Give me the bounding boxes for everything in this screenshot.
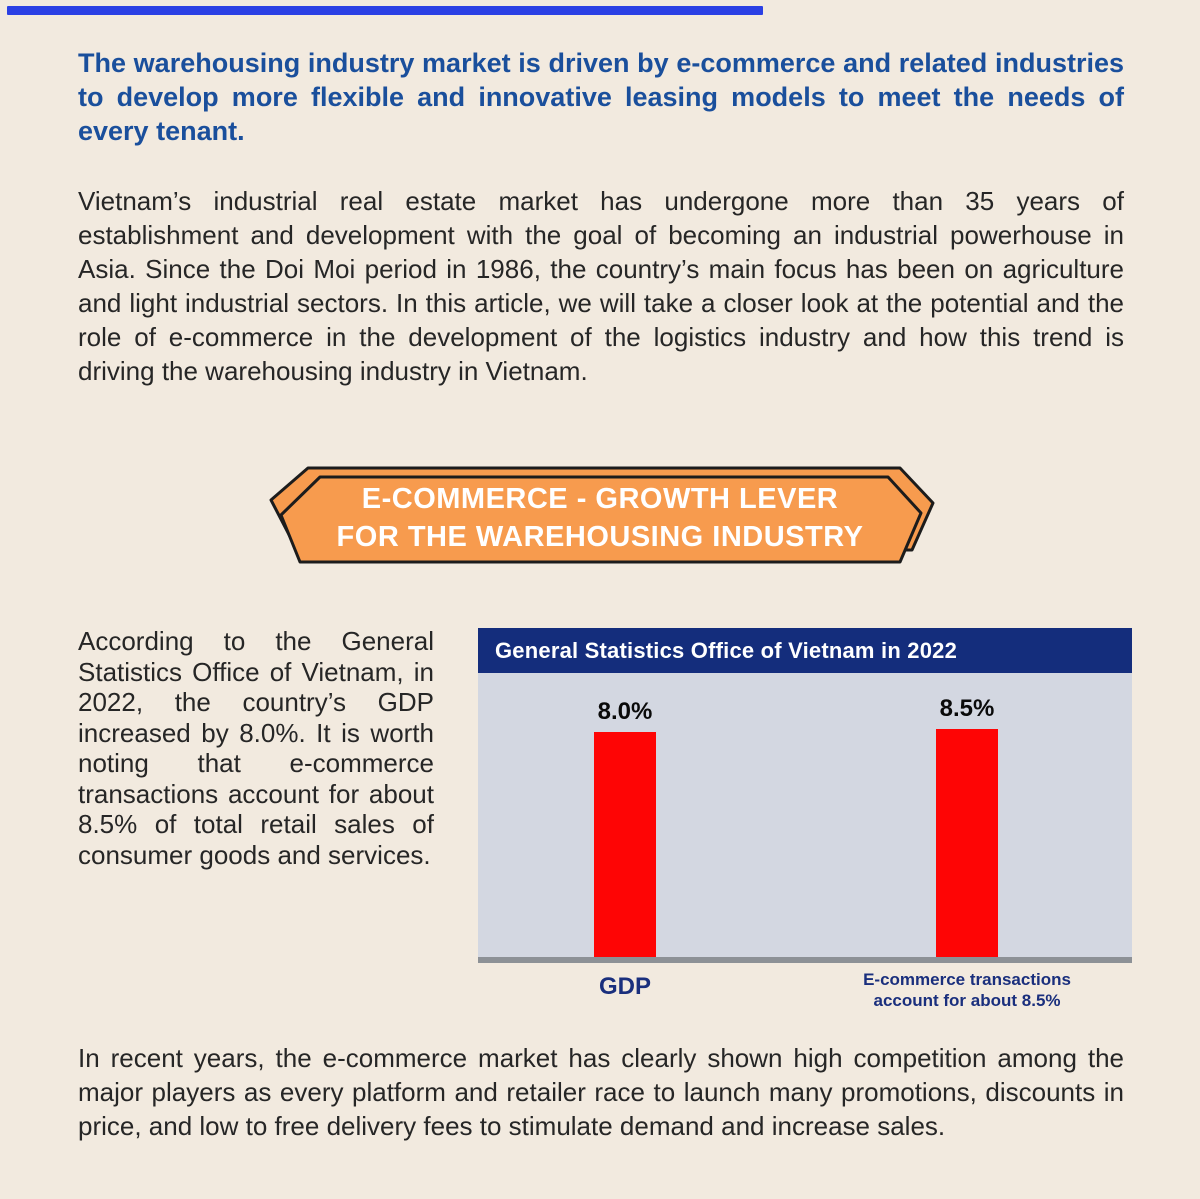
top-accent-line (7, 6, 763, 15)
category-label-gdp: GDP (598, 973, 651, 1000)
bar-value-label-gdp: 8.0% (597, 698, 653, 725)
chart-title: General Statistics Office of Vietnam in … (495, 637, 958, 663)
chart-plot-area: 8.0% 8.5% (478, 673, 1132, 957)
category-label-ecommerce: E-commerce transactions account for abou… (827, 969, 1107, 1011)
chart-category-labels: GDP E-commerce transactions account for … (478, 963, 1132, 1027)
outro-paragraph: In recent years, the e-commerce market h… (78, 1043, 1124, 1141)
intro-paragraph: Vietnam’s industrial real estate market … (78, 186, 1124, 386)
chart-header: General Statistics Office of Vietnam in … (478, 628, 1132, 673)
section-banner: E-COMMERCE - GROWTH LEVER FOR THE WAREHO… (260, 452, 944, 574)
banner-front-shape (279, 475, 923, 564)
gdp-ecommerce-bar-chart: General Statistics Office of Vietnam in … (478, 628, 1132, 1028)
category-label-ecommerce-line2: account for about 8.5% (873, 991, 1061, 1010)
bar-ecommerce (936, 729, 998, 957)
category-label-ecommerce-line1: E-commerce transactions (863, 970, 1071, 989)
banner-title-line2: FOR THE WAREHOUSING INDUSTRY (336, 520, 864, 553)
bar-value-label-ecommerce: 8.5% (939, 695, 995, 722)
side-paragraph: According to the General Statistics Offi… (78, 626, 434, 870)
chart-baseline-axis (478, 957, 1132, 963)
banner-title: E-COMMERCE - GROWTH LEVER FOR THE WAREHO… (300, 472, 900, 564)
banner-title-line1: E-COMMERCE - GROWTH LEVER (361, 482, 839, 515)
bar-gdp (594, 732, 656, 957)
intro-heading: The warehousing industry market is drive… (78, 48, 1124, 146)
banner-shape-svg (269, 466, 935, 564)
